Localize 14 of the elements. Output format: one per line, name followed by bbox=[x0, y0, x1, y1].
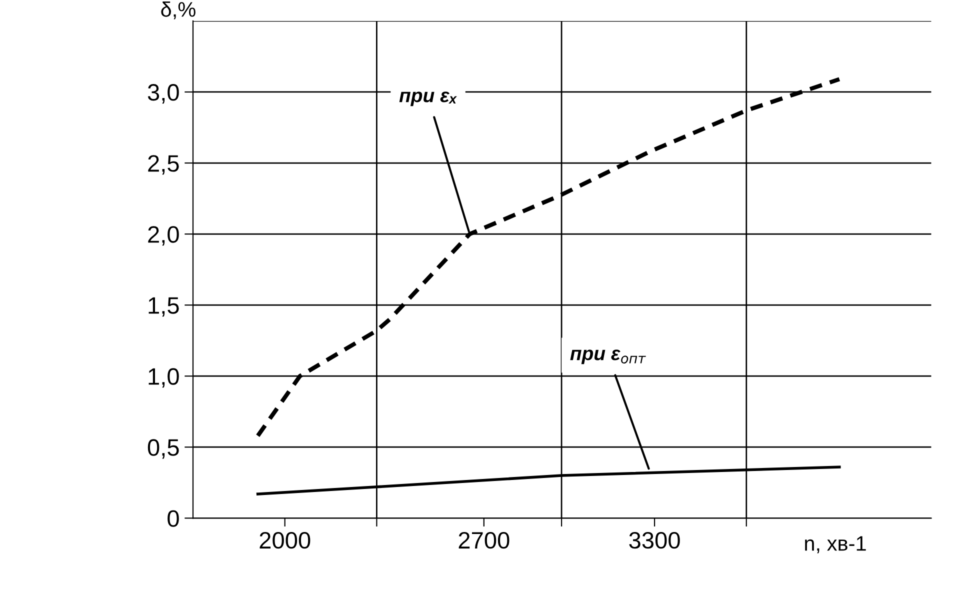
y-tick-label: 0,5 bbox=[148, 439, 179, 459]
x-tick-label: 2700 bbox=[458, 532, 510, 549]
y-tick-label: 3,0 bbox=[148, 84, 179, 104]
annotation: при εₓ bbox=[399, 92, 457, 106]
y-tick-label: 2,0 bbox=[148, 226, 179, 246]
y-axis-title: δ,% bbox=[161, 2, 196, 20]
y-tick-label: 1,5 bbox=[148, 297, 179, 317]
y-tick-label: 1,0 bbox=[148, 368, 179, 388]
y-tick-label: 0 bbox=[168, 510, 179, 527]
x-tick-label: 3300 bbox=[629, 532, 680, 549]
x-axis-title: n, хв-1 bbox=[805, 536, 866, 554]
x-tick-label: 2000 bbox=[260, 532, 310, 549]
annotation: при ε$_{опт}$ bbox=[570, 350, 646, 364]
y-tick-label: 2,5 bbox=[148, 155, 179, 175]
